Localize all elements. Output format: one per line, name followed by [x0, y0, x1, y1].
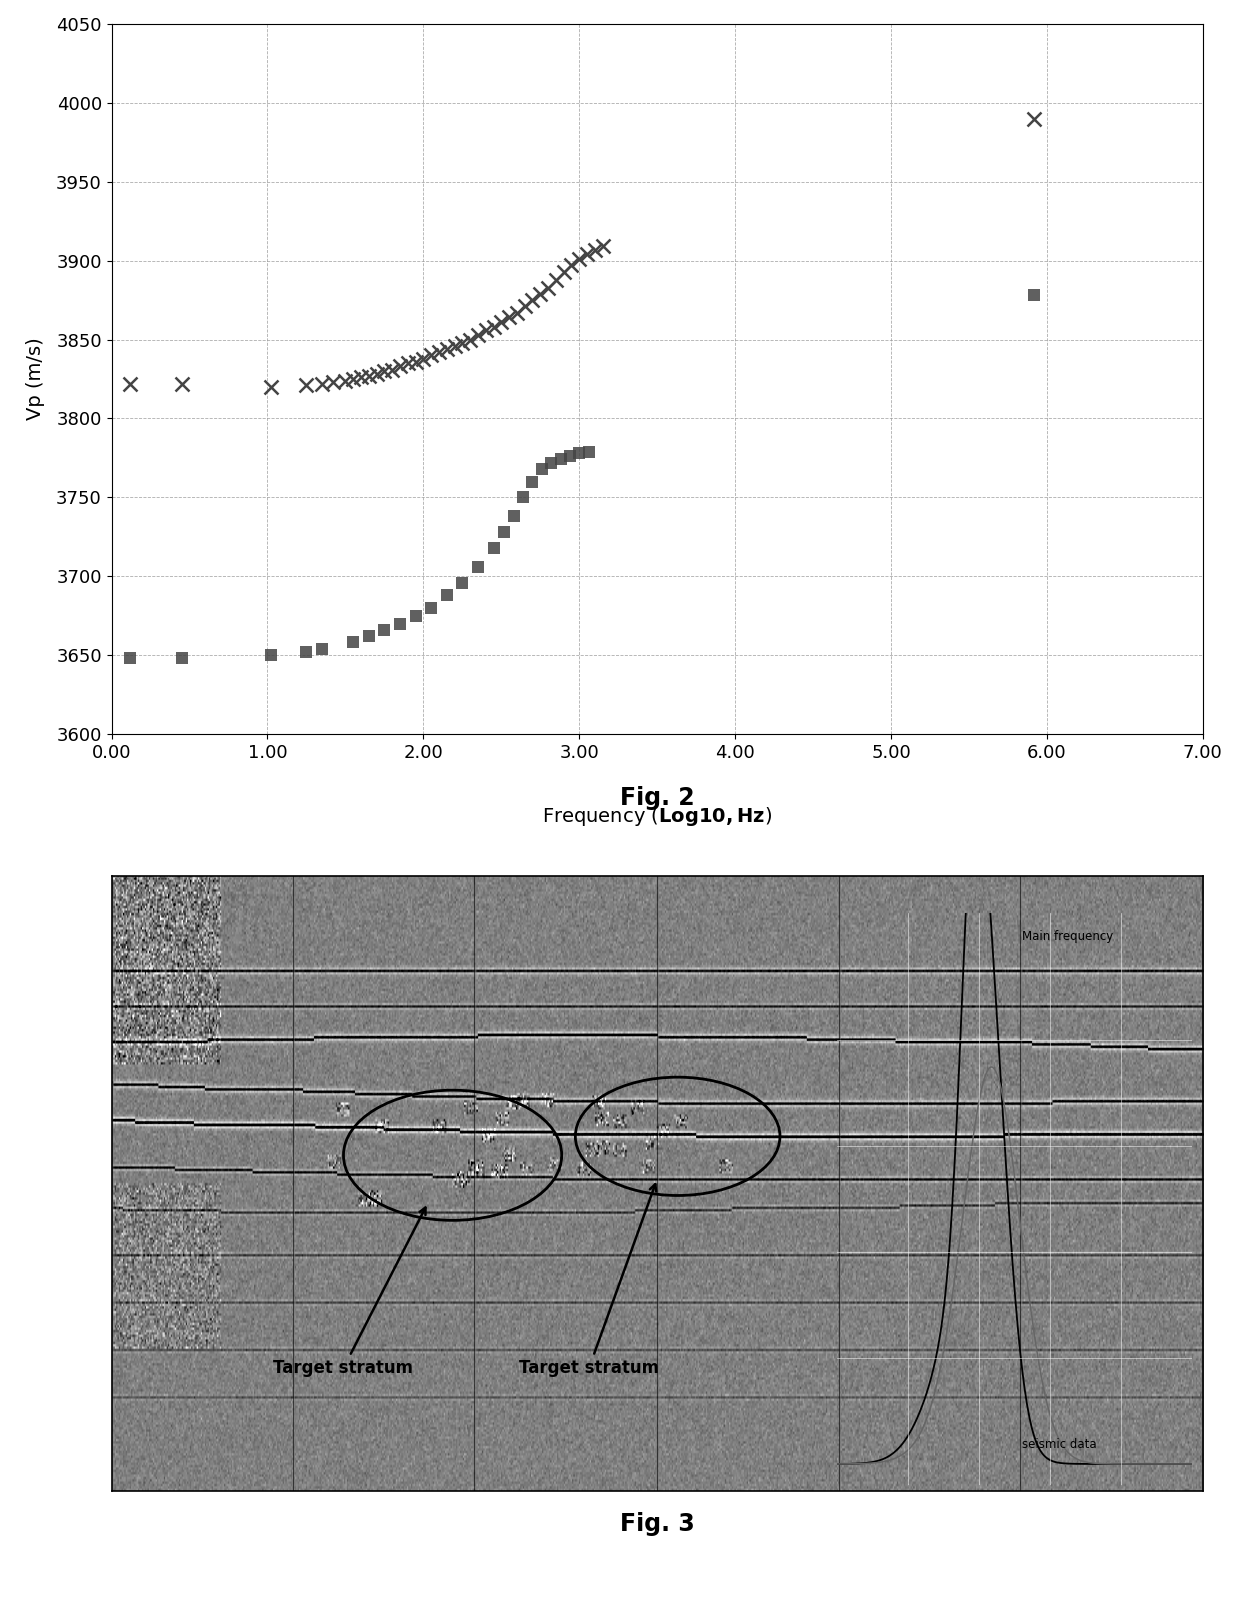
Text: Fig. 3: Fig. 3: [620, 1512, 694, 1536]
Text: Frequency ($\mathbf{Log10, Hz}$): Frequency ($\mathbf{Log10, Hz}$): [542, 806, 773, 828]
Text: Target stratum: Target stratum: [274, 1208, 425, 1378]
Y-axis label: Vp (m/s): Vp (m/s): [26, 338, 45, 420]
Text: Target stratum: Target stratum: [520, 1184, 658, 1378]
Text: Fig. 2: Fig. 2: [620, 787, 694, 811]
